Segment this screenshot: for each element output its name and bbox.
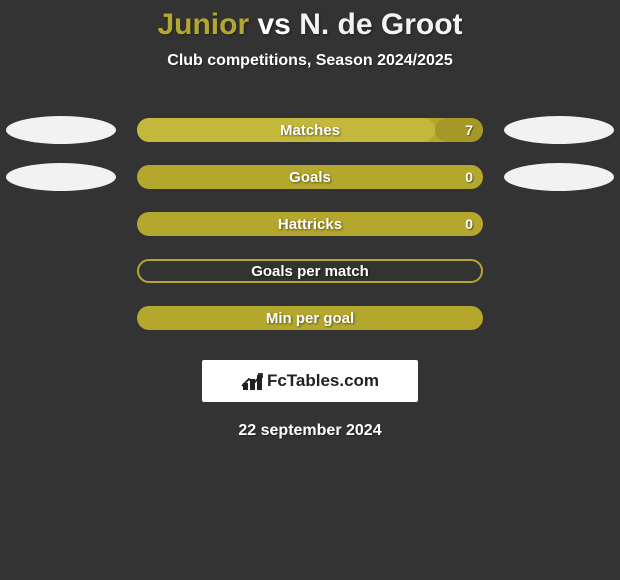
stat-label: Min per goal [137,306,483,330]
stats-container: Matches7Goals0Hattricks0Goals per matchM… [0,118,620,330]
stat-label: Goals per match [139,261,481,281]
stat-row: Min per goal [0,306,620,330]
stat-bar: Min per goal [137,306,483,330]
player1-bubble [6,163,116,191]
stat-row: Goals per match [0,259,620,283]
logo-chart-icon [241,372,263,390]
stat-value-right: 0 [465,212,473,236]
stat-row: Goals0 [0,165,620,189]
stat-row: Hattricks0 [0,212,620,236]
stat-value-right: 7 [465,118,473,142]
date-label: 22 september 2024 [0,422,620,440]
player2-name: N. de Groot [299,8,462,41]
stat-bar: Hattricks0 [137,212,483,236]
stat-row: Matches7 [0,118,620,142]
subtitle: Club competitions, Season 2024/2025 [0,52,620,70]
logo-text: FcTables.com [267,371,379,391]
player2-bubble [504,163,614,191]
stat-value-right: 0 [465,165,473,189]
player1-name: Junior [157,8,249,41]
stat-label: Matches [137,118,483,142]
stat-bar: Goals0 [137,165,483,189]
player2-bubble [504,116,614,144]
vs-separator: vs [249,8,299,41]
player1-bubble [6,116,116,144]
stat-label: Hattricks [137,212,483,236]
comparison-title: Junior vs N. de Groot [0,0,620,42]
logo-box: FcTables.com [202,360,418,402]
stat-bar: Matches7 [137,118,483,142]
stat-label: Goals [137,165,483,189]
stat-bar: Goals per match [137,259,483,283]
